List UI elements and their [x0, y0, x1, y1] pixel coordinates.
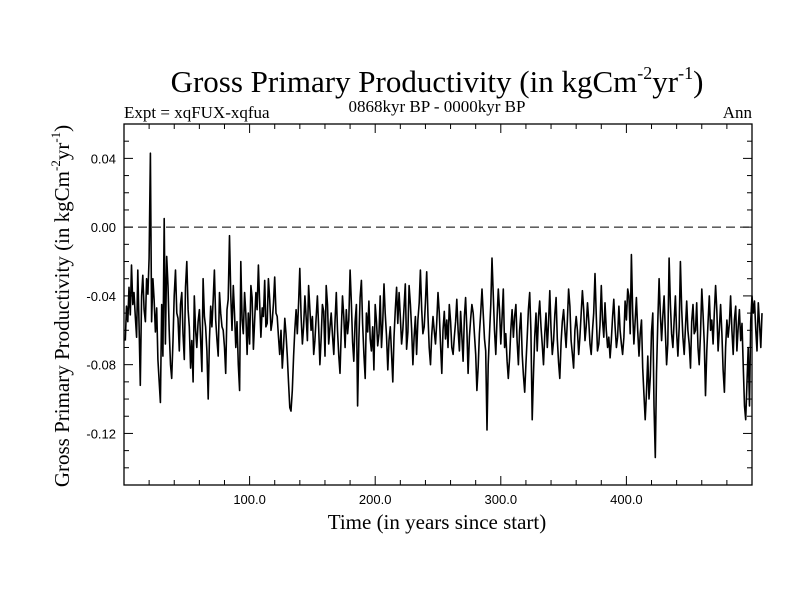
y-axis-label: Gross Primary Productivity (in kgCm-2yr-…	[48, 125, 74, 487]
x-tick-label: 300.0	[485, 492, 518, 507]
plot-frame	[123, 123, 753, 486]
x-tick-label: 400.0	[610, 492, 643, 507]
y-tick-label: -0.12	[86, 426, 116, 441]
x-tick-label: 200.0	[359, 492, 392, 507]
y-tick-label: -0.08	[86, 358, 116, 373]
season-label: Ann	[723, 103, 753, 122]
y-tick-label: 0.00	[91, 220, 116, 235]
chart-title: Gross Primary Productivity (in kgCm-2yr-…	[171, 63, 704, 99]
x-tick-label: 100.0	[233, 492, 266, 507]
plot-area: 100.0 200.0 300.0 400.0 0.04 0.00 -0.04 -0.08 -0…	[86, 123, 763, 507]
y-tick-label: 0.04	[91, 151, 116, 166]
experiment-label: Expt = xqFUX-xqfua	[124, 103, 270, 122]
y-tick-label: -0.04	[86, 289, 116, 304]
gpp-series-line	[124, 152, 763, 459]
period-label: 0868kyr BP - 0000kyr BP	[349, 97, 526, 116]
x-axis-label: Time (in years since start)	[328, 510, 547, 534]
